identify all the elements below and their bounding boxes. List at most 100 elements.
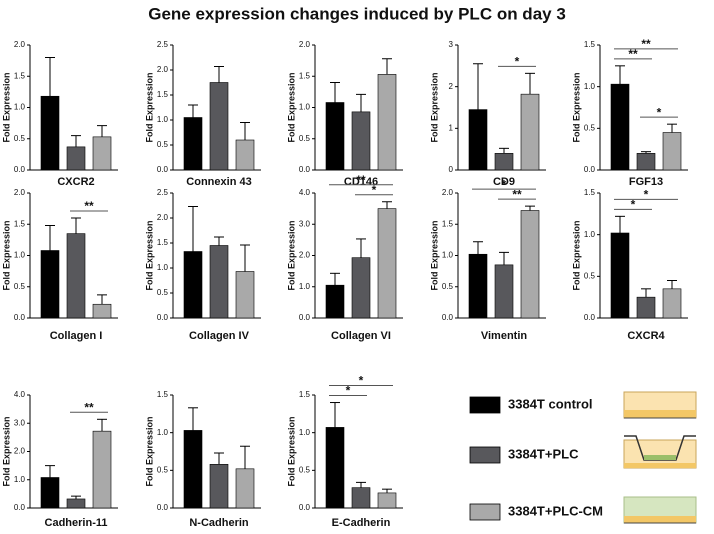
y-tick-label: 1.5 bbox=[14, 219, 26, 228]
y-tick-label: 3 bbox=[449, 40, 454, 49]
y-tick-label: 0.5 bbox=[584, 123, 596, 132]
y-axis-label: Fold Expression bbox=[429, 220, 439, 290]
bar bbox=[636, 153, 656, 171]
y-tick-label: 1.5 bbox=[299, 390, 311, 399]
significance-label: ** bbox=[356, 173, 366, 187]
y-axis-label: Fold Expression bbox=[286, 220, 296, 290]
significance-label: * bbox=[346, 384, 351, 398]
bar bbox=[610, 83, 630, 171]
bar bbox=[662, 288, 682, 319]
bar bbox=[92, 303, 112, 319]
bar bbox=[183, 251, 203, 319]
y-tick-label: 1.5 bbox=[157, 90, 169, 99]
y-axis-label: Fold Expression bbox=[286, 416, 296, 486]
x-axis-label: Collagen IV bbox=[189, 330, 250, 342]
bar bbox=[183, 430, 203, 509]
y-tick-label: 0.0 bbox=[584, 165, 596, 174]
legend-label: 3384T+PLC bbox=[508, 446, 579, 461]
x-axis-label: Vimentin bbox=[481, 330, 528, 342]
y-tick-label: 0.0 bbox=[299, 313, 311, 322]
y-axis-label: Fold Expression bbox=[429, 72, 439, 142]
y-tick-label: 0.5 bbox=[299, 465, 311, 474]
bar bbox=[377, 492, 397, 509]
y-tick-label: 3.0 bbox=[14, 418, 26, 427]
y-tick-label: 1.5 bbox=[584, 188, 596, 197]
y-tick-label: 1 bbox=[449, 123, 454, 132]
y-tick-label: 2.0 bbox=[157, 65, 169, 74]
x-axis-label: Collagen I bbox=[50, 330, 103, 342]
bar bbox=[209, 82, 229, 171]
y-tick-label: 0.0 bbox=[14, 313, 26, 322]
y-tick-label: 1.0 bbox=[299, 282, 311, 291]
x-axis-label: FGF13 bbox=[629, 176, 663, 188]
y-tick-label: 0.0 bbox=[157, 313, 169, 322]
bar bbox=[494, 264, 514, 319]
legend-swatch bbox=[469, 503, 501, 521]
significance-label: * bbox=[631, 198, 636, 212]
y-tick-label: 0.0 bbox=[299, 165, 311, 174]
bar bbox=[351, 257, 371, 319]
x-axis-label: CXCR2 bbox=[57, 176, 94, 188]
x-axis-label: CD9 bbox=[493, 176, 515, 188]
y-tick-label: 0.5 bbox=[299, 134, 311, 143]
bar bbox=[468, 253, 488, 319]
significance-label: * bbox=[515, 55, 520, 69]
y-axis-label: Fold Expression bbox=[286, 72, 296, 142]
well-icon-plc bbox=[623, 435, 697, 469]
y-tick-label: 0.5 bbox=[157, 140, 169, 149]
y-tick-label: 0.0 bbox=[584, 313, 596, 322]
significance-label: * bbox=[502, 177, 507, 191]
y-tick-label: 0.5 bbox=[14, 282, 26, 291]
bar bbox=[92, 136, 112, 171]
y-axis-label: Fold Expression bbox=[1, 416, 11, 486]
y-tick-label: 1.0 bbox=[442, 251, 454, 260]
y-tick-label: 1.0 bbox=[14, 475, 26, 484]
significance-label: * bbox=[644, 188, 649, 202]
x-axis-label: CXCR4 bbox=[627, 330, 665, 342]
y-tick-label: 0.5 bbox=[157, 465, 169, 474]
y-tick-label: 0.0 bbox=[14, 165, 26, 174]
bar bbox=[636, 296, 656, 319]
bar bbox=[468, 109, 488, 171]
significance-label: * bbox=[372, 183, 377, 197]
y-tick-label: 2.0 bbox=[14, 188, 26, 197]
bar bbox=[40, 95, 60, 171]
x-axis-label: Connexin 43 bbox=[186, 176, 251, 188]
significance-label: ** bbox=[84, 199, 94, 213]
y-tick-label: 1.5 bbox=[584, 40, 596, 49]
bar bbox=[66, 498, 86, 509]
y-axis-label: Fold Expression bbox=[571, 72, 581, 142]
y-axis-label: Fold Expression bbox=[1, 220, 11, 290]
y-tick-label: 0.5 bbox=[14, 134, 26, 143]
bar bbox=[325, 427, 345, 509]
y-tick-label: 1.5 bbox=[442, 219, 454, 228]
y-tick-label: 2.0 bbox=[14, 40, 26, 49]
y-tick-label: 0.0 bbox=[157, 165, 169, 174]
y-tick-label: 1.0 bbox=[584, 230, 596, 239]
y-tick-label: 1.5 bbox=[157, 238, 169, 247]
y-tick-label: 1.5 bbox=[299, 71, 311, 80]
y-axis-label: Fold Expression bbox=[144, 416, 154, 486]
significance-label: ** bbox=[84, 400, 94, 414]
well-icon-control bbox=[623, 391, 697, 419]
bar bbox=[520, 93, 540, 171]
y-tick-label: 2.0 bbox=[299, 40, 311, 49]
bar bbox=[377, 208, 397, 319]
bar bbox=[377, 74, 397, 171]
y-tick-label: 0.0 bbox=[157, 503, 169, 512]
y-tick-label: 3.0 bbox=[299, 219, 311, 228]
bar bbox=[351, 487, 371, 509]
bar bbox=[662, 132, 682, 171]
y-tick-label: 2.0 bbox=[14, 447, 26, 456]
y-tick-label: 2.0 bbox=[442, 188, 454, 197]
bar bbox=[235, 468, 255, 509]
bar bbox=[40, 250, 60, 319]
y-tick-label: 0.0 bbox=[299, 503, 311, 512]
y-tick-label: 1.0 bbox=[157, 263, 169, 272]
y-tick-label: 2 bbox=[449, 82, 454, 91]
y-tick-label: 0 bbox=[449, 165, 454, 174]
y-tick-label: 0.0 bbox=[442, 313, 454, 322]
bar bbox=[183, 117, 203, 171]
bar bbox=[494, 153, 514, 171]
